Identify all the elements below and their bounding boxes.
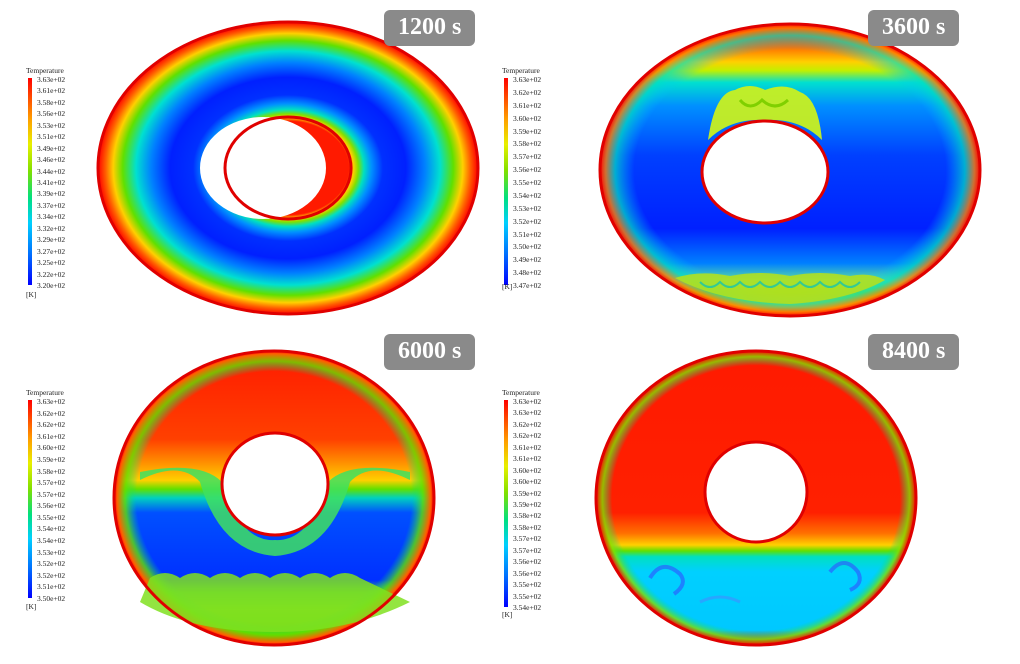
legend-tick-label: 3.52e+02: [513, 216, 542, 226]
legend-tick-label: 3.63e+02: [513, 397, 542, 406]
panel-3600s: 3600 s Temperature 3.63e+02 3.62e+02 3.61e…: [500, 0, 1010, 332]
colorbar: [28, 78, 32, 285]
legend-tick-label: 3.60e+02: [513, 477, 542, 487]
legend-tick-label: 3.47e+02: [513, 281, 542, 290]
legend-tick-label: 3.58e+02: [513, 511, 542, 521]
legend-unit: [K]: [502, 610, 513, 619]
legend-tick-label: 3.62e+02: [513, 431, 542, 441]
legend-tick-label: 3.56e+02: [37, 501, 66, 511]
legend-tick-label: 3.62e+02: [513, 87, 542, 97]
legend-tick-label: 3.62e+02: [513, 419, 542, 429]
legend-tick-label: 3.57e+02: [513, 545, 542, 555]
legend-tick-label: 3.54e+02: [513, 190, 542, 200]
legend-tick-label: 3.52e+02: [37, 559, 66, 569]
legend-tick-label: 3.48e+02: [513, 268, 542, 278]
legend-title: Temperature: [26, 388, 64, 397]
legend-tick-label: 3.58e+02: [37, 466, 66, 476]
legend-tick-label: 3.52e+02: [37, 570, 66, 580]
time-badge: 1200 s: [384, 10, 476, 46]
legend-tick-label: 3.61e+02: [37, 431, 66, 441]
legend-tick-label: 3.59e+02: [37, 454, 66, 464]
legend-tick-label: 3.51e+02: [513, 229, 542, 239]
legend-tick-label: 3.63e+02: [513, 408, 542, 418]
legend-tick-label: 3.49e+02: [513, 255, 542, 265]
legend-tick-label: 3.22e+02: [37, 269, 66, 279]
legend-tick-label: 3.61e+02: [513, 100, 542, 110]
time-badge: 6000 s: [384, 334, 476, 370]
panel-1200s: 1200 s Temperature 3.63e+02 3.61e+02 3.58e…: [0, 0, 510, 332]
legend-tick-label: 3.50e+02: [513, 242, 542, 252]
legend-tick-label: 3.56e+02: [513, 568, 542, 578]
legend-tick-label: 3.55e+02: [37, 512, 66, 522]
legend-tick-label: 3.51e+02: [37, 132, 66, 142]
legend-tick-label: 3.50e+02: [37, 594, 66, 603]
legend-tick-label: 3.53e+02: [513, 203, 542, 213]
legend-tick-label: 3.62e+02: [37, 408, 66, 418]
legend-tick-label: 3.41e+02: [37, 178, 66, 187]
legend-tick-label: 3.46e+02: [37, 155, 66, 165]
legend-tick-label: 3.59e+02: [513, 500, 542, 509]
legend-unit: [K]: [26, 602, 37, 611]
legend-tick-label: 3.37e+02: [37, 200, 66, 210]
temperature-field-1200s: [96, 20, 480, 316]
legend-tick-label: 3.53e+02: [37, 120, 66, 130]
legend-tick-label: 3.34e+02: [37, 212, 66, 222]
legend-tick-label: 3.58e+02: [513, 139, 542, 149]
legend-tick-label: 3.60e+02: [37, 443, 66, 453]
legend-tick-label: 3.63e+02: [37, 397, 66, 406]
legend-unit: [K]: [26, 290, 37, 299]
legend-tick-label: 3.60e+02: [513, 465, 542, 475]
legend-tick-label: 3.61e+02: [513, 442, 542, 452]
legend-tick-label: 3.51e+02: [37, 582, 66, 592]
legend-tick-label: 3.58e+02: [37, 97, 66, 107]
legend-tick-label: 3.63e+02: [37, 75, 66, 84]
legend-tick-label: 3.54e+02: [513, 603, 542, 612]
legend-title: Temperature: [502, 388, 540, 397]
legend-tick-label: 3.53e+02: [37, 547, 66, 557]
panel-8400s: 8400 s Temperature 3.63e+02 3.63e+02 3.62e…: [500, 332, 1010, 664]
legend-tick-label: 3.55e+02: [513, 591, 542, 601]
legend-tick-label: 3.61e+02: [513, 454, 542, 464]
legend-tick-label: 3.56e+02: [37, 109, 66, 119]
legend-tick-label: 3.63e+02: [513, 75, 542, 84]
temperature-field-8400s: [594, 349, 918, 647]
legend-tick-label: 3.57e+02: [37, 478, 66, 488]
legend-tick-label: 3.32e+02: [37, 223, 66, 233]
temperature-field-6000s: [112, 349, 436, 647]
colorbar: [28, 400, 32, 598]
legend-tick-label: 3.54e+02: [37, 524, 66, 534]
legend-tick-label: 3.56e+02: [513, 165, 542, 175]
legend-tick-label: 3.29e+02: [37, 235, 66, 245]
legend-tick-label: 3.58e+02: [513, 522, 542, 532]
legend-tick-label: 3.55e+02: [513, 178, 542, 187]
legend-tick-label: 3.62e+02: [37, 420, 66, 430]
legend-tick-label: 3.57e+02: [513, 152, 542, 162]
legend-tick-label: 3.60e+02: [513, 113, 542, 123]
legend-title: Temperature: [26, 66, 64, 75]
time-badge: 8400 s: [868, 334, 960, 370]
legend-title: Temperature: [502, 66, 540, 75]
legend-tick-label: 3.44e+02: [37, 166, 66, 176]
legend-tick-label: 3.57e+02: [513, 534, 542, 544]
legend-tick-label: 3.55e+02: [513, 580, 542, 590]
legend-unit: [K]: [502, 282, 513, 291]
temperature-field-3600s: [598, 22, 982, 318]
legend-tick-label: 3.59e+02: [513, 488, 542, 498]
time-badge: 3600 s: [868, 10, 960, 46]
colorbar: [504, 78, 508, 285]
legend-tick-label: 3.59e+02: [513, 126, 542, 136]
colorbar: [504, 400, 508, 607]
legend-tick-label: 3.61e+02: [37, 86, 66, 96]
legend-tick-label: 3.56e+02: [513, 557, 542, 567]
legend-tick-label: 3.27e+02: [37, 246, 66, 256]
legend-tick-label: 3.57e+02: [37, 489, 66, 499]
legend-tick-label: 3.39e+02: [37, 189, 66, 199]
legend-tick-label: 3.20e+02: [37, 281, 66, 290]
panel-6000s: 6000 s Temperature 3.63e+02 3.62e+02 3.62e…: [0, 332, 510, 664]
legend-tick-label: 3.54e+02: [37, 536, 66, 546]
legend-tick-label: 3.25e+02: [37, 258, 66, 268]
legend-tick-label: 3.49e+02: [37, 143, 66, 153]
